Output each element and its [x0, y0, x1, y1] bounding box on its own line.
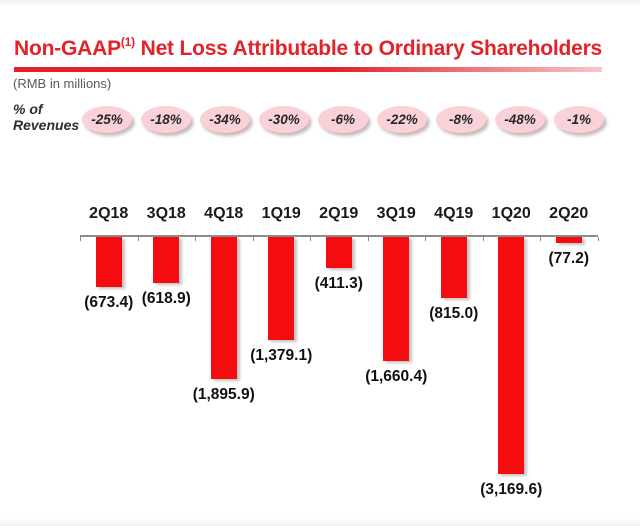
net-loss-bar: [210, 237, 237, 379]
axis-tick: [482, 237, 484, 241]
net-loss-bar: [498, 237, 525, 474]
x-axis-line: [80, 235, 598, 237]
category-label: 4Q18: [204, 205, 244, 222]
category-label: 1Q19: [261, 205, 301, 222]
axis-tick: [137, 237, 139, 241]
axis-tick: [310, 237, 311, 241]
category-label: 1Q20: [491, 205, 531, 222]
slide-bottom-edge: [0, 518, 640, 526]
pct-of-revenues-bubble: -8%: [436, 106, 486, 133]
net-loss-bar: [555, 237, 582, 243]
net-loss-bar: [325, 237, 352, 268]
net-loss-bar: [95, 237, 122, 287]
bar-value-label: (411.3): [314, 275, 363, 292]
pct-of-revenues-bubble: -1%: [554, 106, 604, 133]
bar-value-label: (3,169.6): [480, 481, 543, 498]
pct-of-revenues-label-line1: % of: [13, 101, 43, 117]
pct-of-revenues-bubble: -30%: [259, 106, 309, 133]
bar-value-label: (815.0): [429, 305, 479, 322]
bar-value-label: (1,660.4): [365, 368, 428, 385]
footnote-marker: (1): [120, 35, 135, 49]
category-label: 3Q19: [376, 205, 416, 222]
category-label: 3Q18: [146, 205, 186, 222]
pct-of-revenues-bubble: -34%: [200, 106, 250, 133]
net-loss-bar: [440, 237, 467, 298]
axis-tick: [80, 237, 81, 241]
pct-of-revenues-bubble: -22%: [377, 106, 427, 133]
pct-of-revenues-label: % of Revenues: [13, 101, 79, 133]
category-label: 2Q18: [89, 205, 129, 222]
chart-title: Non-GAAP(1) Net Loss Attributable to Ord…: [14, 35, 603, 61]
category-label: 2Q19: [319, 205, 359, 222]
bar-value-label: (77.2): [548, 250, 590, 267]
bar-value-label: (673.4): [84, 294, 134, 311]
axis-tick: [195, 237, 196, 241]
category-label: 4Q19: [434, 205, 474, 222]
net-loss-bar: [268, 237, 295, 340]
axis-tick: [425, 237, 426, 241]
net-loss-bar: [383, 237, 410, 361]
bar-value-label: (1,895.9): [192, 386, 255, 403]
bar-value-label: (1,379.1): [250, 347, 313, 364]
pct-of-revenues-bubble: -48%: [495, 106, 545, 133]
pct-of-revenues-bubble: -25%: [82, 106, 132, 133]
axis-tick: [597, 237, 599, 241]
title-underline-rule: [14, 67, 602, 72]
pct-of-revenues-bubble: -18%: [141, 106, 191, 133]
axis-tick: [252, 237, 254, 241]
axis-tick: [367, 237, 369, 241]
chart-title-prefix: Non-GAAP: [14, 37, 121, 60]
net-loss-bar: [153, 237, 180, 283]
pct-of-revenues-label-line2: Revenues: [13, 117, 80, 133]
axis-tick: [540, 237, 541, 241]
category-label: 2Q20: [549, 205, 589, 222]
pct-of-revenues-bubble: -6%: [318, 106, 368, 133]
bar-value-label: (618.9): [141, 290, 191, 307]
chart-title-rest: Net Loss Attributable to Ordinary Shareh…: [134, 37, 603, 60]
slide-top-edge: [0, 0, 640, 6]
unit-note: (RMB in millions): [13, 76, 112, 91]
